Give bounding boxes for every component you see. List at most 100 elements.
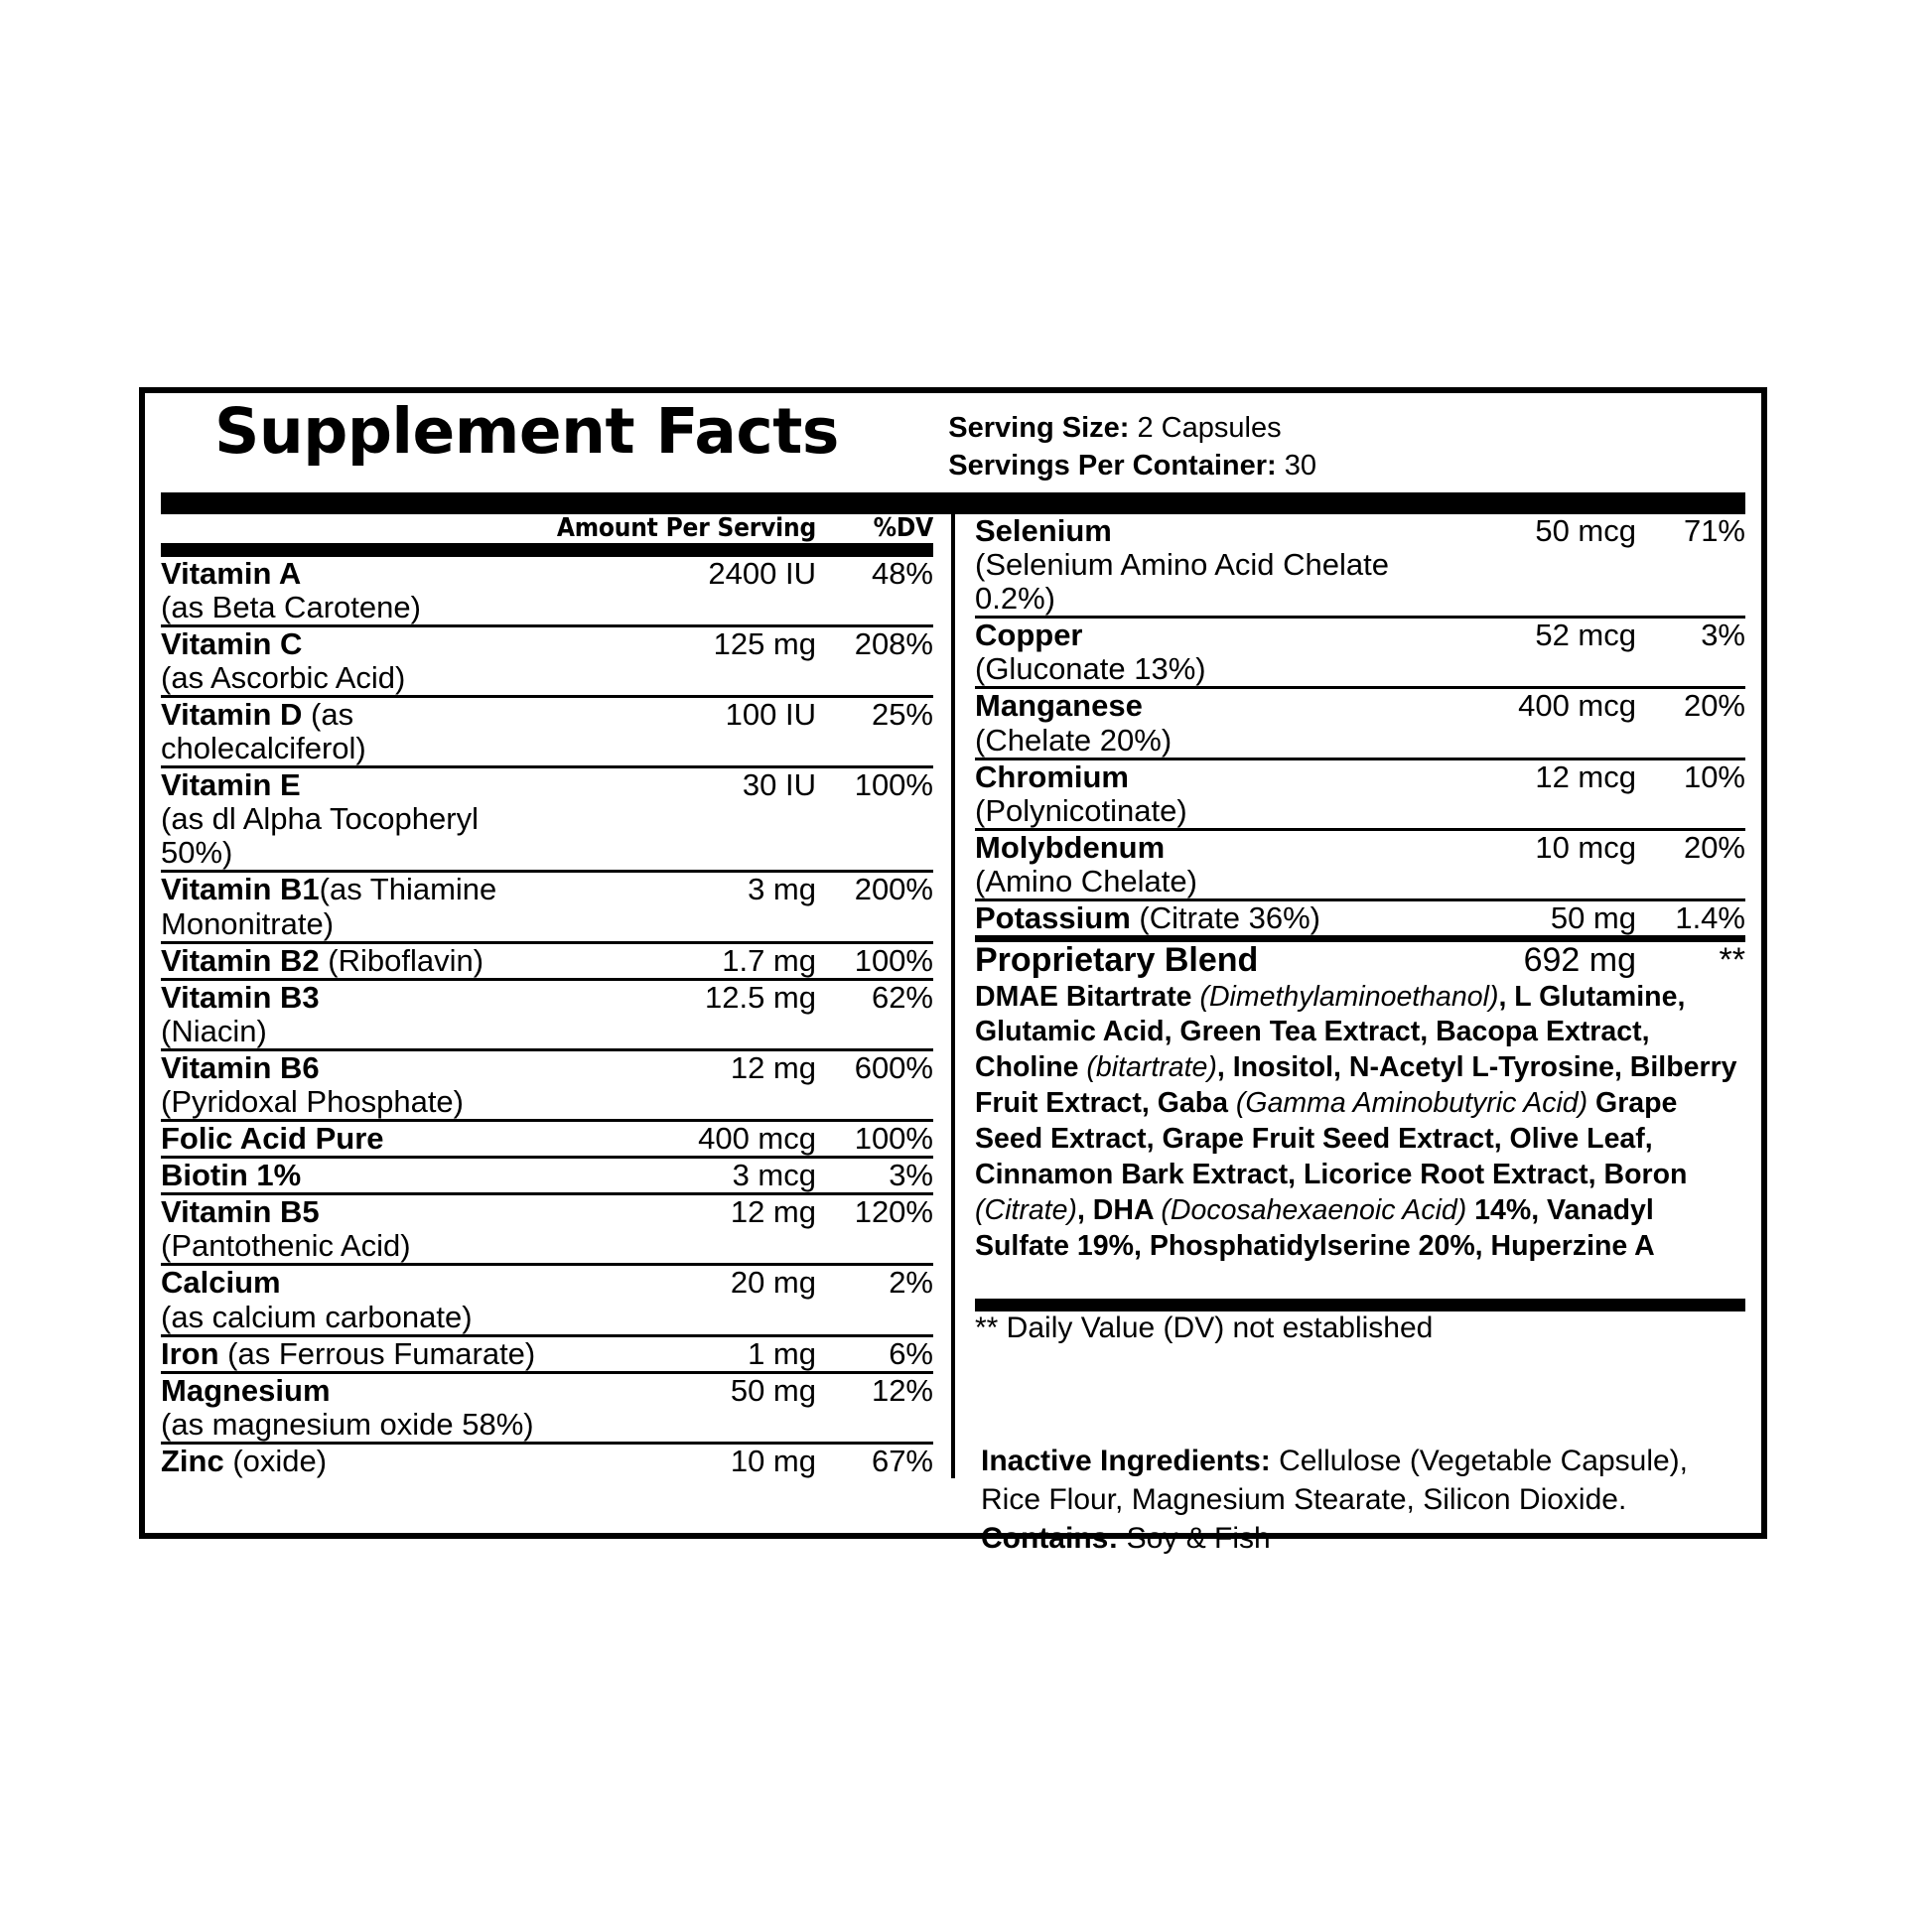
nutrient-dv: 3% — [816, 1156, 933, 1194]
nutrient-amount: 12 mcg — [1408, 757, 1636, 830]
nutrient-dv: 3% — [1636, 616, 1745, 688]
inactive-ingredients-text: Cellulose (Vegetable Capsule), Rice Flou… — [981, 1445, 1688, 1516]
header-thin-rule — [161, 542, 933, 554]
nutrient-name: Vitamin A (as Beta Carotene) — [161, 553, 557, 626]
nutrient-name: Vitamin B6 (Pyridoxal Phosphate) — [161, 1047, 557, 1121]
nutrient-dv: 600% — [816, 1047, 933, 1121]
nutrient-name: Magnesium (as magnesium oxide 58%) — [161, 1370, 557, 1444]
column-header-row: Amount Per Serving %DV — [161, 514, 933, 543]
dv-note: ** Daily Value (DV) not established — [975, 1311, 1434, 1344]
nutrient-dv: 2% — [816, 1263, 933, 1336]
table-row: Zinc (oxide) 10 mg 67% — [161, 1441, 933, 1479]
proprietary-blend-name: Proprietary Blend — [975, 935, 1408, 980]
nutrients-table-right: Selenium (Selenium Amino Acid Chelate 0.2… — [975, 513, 1745, 1345]
table-row: Copper (Gluconate 13%) 52 mcg 3% — [975, 616, 1745, 688]
nutrient-dv: 12% — [816, 1370, 933, 1444]
table-row: Vitamin B2 (Riboflavin) 1.7 mg 100% — [161, 940, 933, 980]
servings-per-container-line: Servings Per Container: 30 — [948, 447, 1316, 484]
table-row: Vitamin B5 (Pantothenic Acid) 12 mg 120% — [161, 1192, 933, 1265]
nutrient-name: Copper (Gluconate 13%) — [975, 616, 1408, 688]
nutrient-dv: 20% — [1636, 827, 1745, 900]
table-row: Chromium (Polynicotinate) 12 mcg 10% — [975, 757, 1745, 830]
nutrient-amount: 30 IU — [556, 765, 816, 872]
nutrient-dv: 62% — [816, 977, 933, 1050]
table-row: Vitamin E (as dl Alpha Tocopheryl 50%) 30 … — [161, 765, 933, 872]
nutrient-dv: 6% — [816, 1333, 933, 1373]
page-title: Supplement Facts — [214, 395, 839, 468]
table-row: Vitamin B3 (Niacin) 12.5 mg 62% — [161, 977, 933, 1050]
nutrient-name: Vitamin E (as dl Alpha Tocopheryl 50%) — [161, 765, 557, 872]
inactive-ingredients-block: Inactive Ingredients: Cellulose (Vegetab… — [981, 1442, 1735, 1558]
contains-text: Soy & Fish — [1118, 1522, 1271, 1555]
nutrient-dv: 1.4% — [1636, 898, 1745, 939]
proprietary-blend-dv: ** — [1636, 935, 1745, 980]
nutrient-amount: 1 mg — [556, 1333, 816, 1373]
nutrients-table-left-body: Amount Per Serving %DV Vitamin A (as Beta… — [161, 514, 933, 1479]
serving-info: Serving Size: 2 Capsules Servings Per Co… — [948, 399, 1743, 485]
nutrient-name: Zinc (oxide) — [161, 1441, 557, 1479]
nutrient-name: Iron (as Ferrous Fumarate) — [161, 1333, 557, 1373]
nutrients-table-right-body: Selenium (Selenium Amino Acid Chelate 0.2… — [975, 513, 1745, 1345]
nutrient-dv: 200% — [816, 870, 933, 943]
table-row: Selenium (Selenium Amino Acid Chelate 0.2… — [975, 513, 1745, 618]
header-rule — [161, 492, 1745, 514]
nutrient-name: Vitamin B5 (Pantothenic Acid) — [161, 1192, 557, 1265]
inactive-ingredients-label: Inactive Ingredients: — [981, 1445, 1271, 1477]
nutrient-amount: 50 mg — [1408, 898, 1636, 939]
table-row: Potassium (Citrate 36%) 50 mg 1.4% — [975, 898, 1745, 939]
table-row: Calcium (as calcium carbonate) 20 mg 2% — [161, 1263, 933, 1336]
facts-column-right: Selenium (Selenium Amino Acid Chelate 0.2… — [951, 513, 1745, 1479]
nutrient-dv: 25% — [816, 694, 933, 767]
table-row: Vitamin D (as cholecalciferol) 100 IU 25% — [161, 694, 933, 767]
nutrient-name: Vitamin B1(as Thiamine Mononitrate) — [161, 870, 557, 943]
servings-per-container-value: 30 — [1284, 450, 1316, 483]
nutrient-amount: 50 mcg — [1535, 513, 1636, 548]
nutrient-amount: 12 mg — [556, 1047, 816, 1121]
header-thin-rule-row — [161, 542, 933, 556]
nutrient-amount: 52 mcg — [1408, 616, 1636, 688]
nutrient-name: Vitamin B3 (Niacin) — [161, 977, 557, 1050]
nutrient-amount: 20 mg — [556, 1263, 816, 1336]
nutrient-amount: 3 mcg — [556, 1156, 816, 1194]
table-row: Folic Acid Pure 400 mcg 100% — [161, 1119, 933, 1158]
nutrient-dv: 10% — [1636, 757, 1745, 830]
dv-note-rule-row — [975, 1265, 1745, 1311]
nutrient-dv: 100% — [816, 1119, 933, 1158]
table-row: Molybdenum (Amino Chelate) 10 mcg 20% — [975, 827, 1745, 900]
table-row: Magnesium (as magnesium oxide 58%) 50 mg 12… — [161, 1370, 933, 1444]
nutrient-name: Selenium (Selenium Amino Acid Chelate 0.2… — [975, 513, 1390, 617]
nutrient-dv: 208% — [816, 623, 933, 697]
proprietary-blend-amount: 692 mg — [1408, 935, 1636, 980]
facts-column-left: Amount Per Serving %DV Vitamin A (as Beta… — [161, 514, 951, 1479]
table-row: Vitamin B1(as Thiamine Mononitrate) 3 mg 2… — [161, 870, 933, 943]
nutrient-amount: 1.7 mg — [556, 940, 816, 980]
dv-note-rule — [975, 1298, 1745, 1311]
table-row: Vitamin B6 (Pyridoxal Phosphate) 12 mg 600% — [161, 1047, 933, 1121]
nutrient-amount: 10 mcg — [1408, 827, 1636, 900]
proprietary-blend-ingredients: DMAE Bitartrate (Dimethylaminoethanol), … — [975, 980, 1737, 1262]
nutrient-dv: 100% — [816, 765, 933, 872]
nutrient-name: Vitamin B2 (Riboflavin) — [161, 940, 557, 980]
dv-note-rule-cell — [975, 1265, 1745, 1311]
nutrient-dv: 120% — [816, 1192, 933, 1265]
nutrient-amount: 2400 IU — [556, 553, 816, 626]
serving-size-line: Serving Size: 2 Capsules — [948, 409, 1316, 447]
nutrient-dv: 48% — [816, 553, 933, 626]
amount-per-serving-header: Amount Per Serving — [556, 513, 816, 543]
serving-size-label: Serving Size: — [948, 412, 1130, 444]
contains-label: Contains: — [981, 1522, 1119, 1555]
nutrient-amount: 125 mg — [556, 623, 816, 697]
nutrient-name: Potassium (Citrate 36%) — [975, 898, 1408, 939]
nutrient-name: Biotin 1% — [161, 1156, 557, 1194]
nutrient-dv: 100% — [816, 940, 933, 980]
nutrient-name: Chromium (Polynicotinate) — [975, 757, 1408, 830]
dv-header: %DV — [873, 513, 934, 543]
servings-per-container-label: Servings Per Container: — [948, 450, 1277, 483]
nutrient-amount: 100 IU — [556, 694, 816, 767]
table-row: Vitamin A (as Beta Carotene) 2400 IU 48% — [161, 553, 933, 626]
nutrient-name: Manganese (Chelate 20%) — [975, 686, 1408, 759]
nutrient-name: Calcium (as calcium carbonate) — [161, 1263, 557, 1336]
nutrient-dv: 67% — [816, 1441, 933, 1479]
nutrient-amount: 3 mg — [556, 870, 816, 943]
